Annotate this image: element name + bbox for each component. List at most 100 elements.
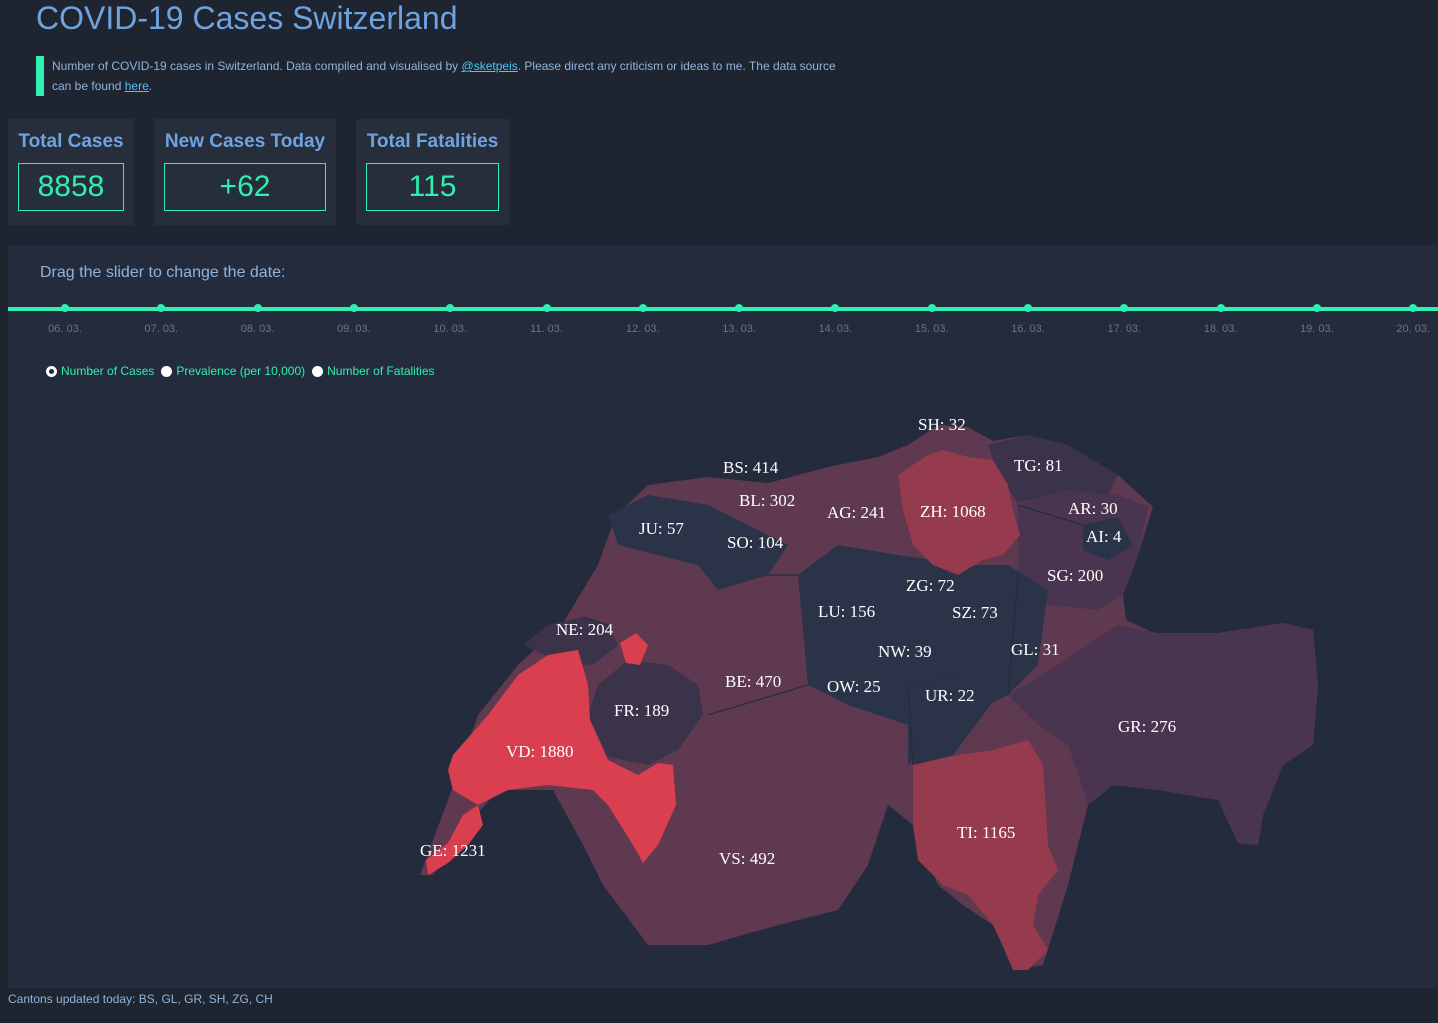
canton-labels: SH: 32 TG: 81 BS: 414 BL: 302 AG: 241 ZH: 106… [420,415,1176,868]
slider-tick[interactable] [927,304,936,312]
radio-prevalence-label: Prevalence (per 10,000) [176,364,306,378]
radio-number-of-cases[interactable]: Number of Cases [46,364,154,378]
radio-cases-label: Number of Cases [61,364,155,378]
canton-label-so: SO: 104 [727,533,784,552]
radio-number-of-fatalities[interactable]: Number of Fatalities [312,364,435,378]
canton-label-sg: SG: 200 [1047,566,1103,585]
canton-label-fr: FR: 189 [614,701,669,720]
slider-date-label: 18. 03. [1203,323,1238,335]
canton-shape-zh [898,450,1020,575]
canton-label-ow: OW: 25 [827,677,881,696]
canton-label-ne: NE: 204 [556,620,614,639]
intro-text-middle: . Please direct any criticism or ideas t… [52,59,836,93]
canton-shape-gr [1008,623,1318,845]
slider-tick[interactable] [542,304,551,312]
radio-fatalities-button[interactable] [312,365,324,377]
canton-label-bl: BL: 302 [739,491,795,510]
canton-label-sz: SZ: 73 [952,603,998,622]
canton-label-zg: ZG: 72 [906,576,955,595]
canton-shape-so-ju [608,495,788,590]
canton-shape-ur [908,675,998,765]
canton-label-gl: GL: 31 [1011,640,1060,659]
intro-text-end: . [148,79,153,93]
intro-text: Number of COVID-19 cases in Switzerland.… [36,56,842,96]
canton-shape-cantons-central [798,545,1048,765]
canton-label-ai: AI: 4 [1086,527,1122,546]
new-cases-label: New Cases Today [164,131,326,152]
radio-cases-button[interactable] [46,365,57,377]
source-link[interactable]: here [124,79,149,93]
canton-shape-ai [1083,517,1133,560]
fatalities-value: 115 [366,163,499,211]
canton-label-ag: AG: 241 [827,503,886,522]
canton-label-lu: LU: 156 [818,602,875,621]
slider-tick[interactable] [253,304,262,312]
canton-label-bs: BS: 414 [723,458,779,477]
canton-label-ti: TI: 1165 [957,823,1015,842]
canton-label-vs: VS: 492 [719,849,775,868]
slider-date-label: 12. 03. [625,323,660,335]
canton-label-ju: JU: 57 [639,519,684,538]
slider-date-label: 09. 03. [337,323,371,335]
slider-tick[interactable] [735,304,744,312]
total-cases-value: 8858 [18,163,124,211]
canton-label-tg: TG: 81 [1014,456,1063,475]
slider-date-label: 16. 03. [1011,323,1045,335]
total-cases-label: Total Cases [18,131,124,152]
fatalities-label: Total Fatalities [366,131,499,152]
page-title: COVID-19 Cases Switzerland [36,0,458,36]
slider-label: Drag the slider to change the date: [40,264,286,281]
canton-shape-tg [988,435,1118,503]
slider-date-label: 13. 03. [722,323,756,335]
author-link[interactable]: @sketpeis [461,59,518,73]
slider-date-label: 08. 03. [240,323,275,335]
slider-tick[interactable] [61,304,69,312]
canton-shape-ge [426,805,483,875]
slider-date-label: 17. 03. [1107,323,1142,335]
switzerland-map: SH: 32 TG: 81 BS: 414 BL: 302 AG: 241 ZH: 106… [420,415,1318,970]
canton-shape-fr [588,660,703,765]
slider-tick[interactable] [831,304,840,312]
canton-shape-ne [523,617,618,665]
canton-label-zh: ZH: 1068 [920,502,986,521]
canton-label-ur: UR: 22 [925,686,975,705]
radio-prevalence[interactable]: Prevalence (per 10,000) [161,364,305,378]
slider-date-label: 20. 03. [1396,323,1430,335]
slider-date-label: 11. 03. [530,323,563,335]
slider-tick[interactable] [1216,304,1225,312]
footer-update-note: Cantons updated today: BS, GL, GR, SH, Z… [8,992,273,1006]
canton-label-gr: GR: 276 [1118,717,1176,736]
slider-tick[interactable] [1312,304,1321,312]
canton-borders [582,504,1084,766]
slider-date-label: 19. 03. [1300,323,1334,335]
slider-tick[interactable] [638,304,647,312]
canton-shape-vd-enclave [620,633,648,665]
metric-selector: Number of Cases Prevalence (per 10,000) … [46,364,442,378]
canton-label-be: BE: 470 [725,672,781,691]
canton-label-ge: GE: 1231 [420,841,486,860]
radio-prevalence-button[interactable] [161,365,173,377]
date-slider-track[interactable] [8,307,1438,311]
new-cases-card: New Cases Today +62 [154,119,336,225]
slider-tick[interactable] [1024,304,1032,312]
slider-tick[interactable] [349,304,358,312]
canton-label-sh: SH: 32 [918,415,966,434]
intro-text-start: Number of COVID-19 cases in Switzerland.… [52,59,462,73]
slider-tick[interactable] [446,304,455,312]
canton-shape-vd [448,650,676,863]
slider-date-label: 14. 03. [818,323,853,335]
total-cases-card: Total Cases 8858 [8,119,134,225]
slider-tick[interactable] [157,304,166,312]
canton-label-nw: NW: 39 [878,642,932,661]
map-panel: Drag the slider to change the date: 06. … [8,245,1438,988]
radio-fatalities-label: Number of Fatalities [327,364,435,378]
slider-tick[interactable] [1409,304,1418,312]
slider-date-label: 07. 03. [144,323,179,335]
slider-date-label: 10. 03. [433,323,467,335]
canton-label-ar: AR: 30 [1068,499,1118,518]
canton-label-vd: VD: 1880 [506,742,574,761]
slider-tick[interactable] [1120,304,1129,312]
canton-shape-ti [913,740,1058,970]
fatalities-card: Total Fatalities 115 [356,119,509,225]
new-cases-value: +62 [164,163,326,211]
